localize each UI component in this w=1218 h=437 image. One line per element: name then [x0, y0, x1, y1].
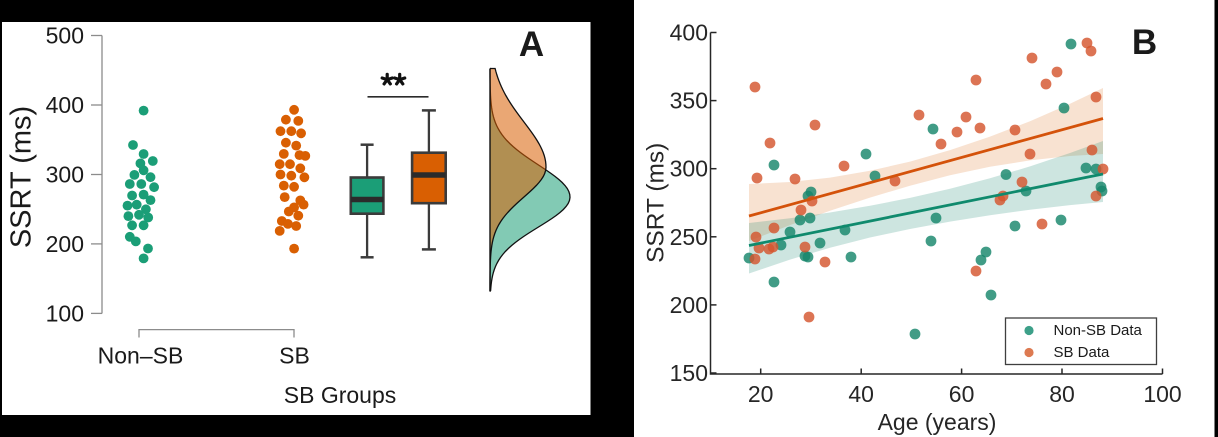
svg-text:SB Groups: SB Groups: [284, 382, 397, 408]
svg-text:SSRT (ms): SSRT (ms): [643, 143, 670, 263]
svg-text:300: 300: [670, 156, 708, 182]
svg-text:SSRT (ms): SSRT (ms): [6, 106, 38, 248]
svg-text:300: 300: [46, 162, 84, 188]
svg-text:350: 350: [670, 88, 708, 114]
svg-text:250: 250: [670, 224, 708, 250]
svg-text:500: 500: [46, 23, 84, 49]
svg-text:Age (years): Age (years): [878, 409, 997, 435]
svg-text:200: 200: [46, 231, 84, 257]
svg-text:Non–SB: Non–SB: [98, 343, 184, 369]
svg-text:Non-SB Data: Non-SB Data: [1054, 322, 1143, 339]
svg-text:100: 100: [46, 300, 84, 326]
svg-text:B: B: [1132, 23, 1157, 62]
svg-text:100: 100: [1143, 381, 1181, 407]
svg-text:A: A: [519, 25, 544, 64]
svg-text:SB Data: SB Data: [1054, 344, 1111, 361]
svg-text:20: 20: [748, 381, 774, 407]
svg-text:200: 200: [670, 292, 708, 318]
svg-text:40: 40: [848, 381, 874, 407]
svg-text:SB: SB: [279, 343, 310, 369]
svg-text:150: 150: [670, 360, 708, 386]
svg-text:400: 400: [46, 92, 84, 118]
svg-text:400: 400: [670, 20, 708, 46]
svg-text:60: 60: [949, 381, 975, 407]
svg-text:80: 80: [1049, 381, 1075, 407]
